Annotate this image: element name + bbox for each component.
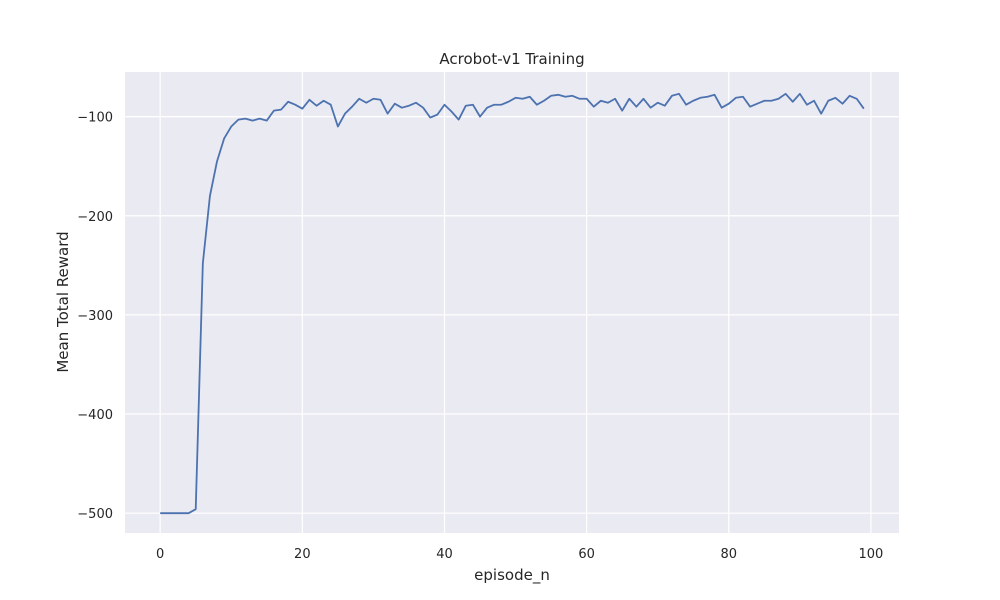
x-tick-label: 100 — [859, 547, 884, 562]
y-tick-label: −300 — [77, 309, 113, 324]
x-tick-label: 60 — [578, 547, 595, 562]
tick-labels: 0 20 40 60 80 100 −500 −400 −300 −200 −100 — [77, 111, 883, 562]
x-tick-label: 40 — [436, 547, 453, 562]
y-tick-label: −400 — [77, 408, 113, 423]
plot-background — [125, 72, 899, 533]
x-tick-label: 0 — [156, 547, 164, 562]
x-tick-label: 20 — [294, 547, 311, 562]
x-axis-label: episode_n — [474, 566, 550, 585]
y-tick-label: −100 — [77, 111, 113, 126]
y-tick-label: −500 — [77, 507, 113, 522]
series-line — [160, 92, 865, 515]
y-tick-label: −200 — [77, 210, 113, 225]
chart-title: Acrobot-v1 Training — [439, 50, 584, 68]
grid-lines — [125, 72, 899, 533]
x-tick-label: 80 — [721, 547, 738, 562]
y-axis-label: Mean Total Reward — [54, 231, 72, 372]
